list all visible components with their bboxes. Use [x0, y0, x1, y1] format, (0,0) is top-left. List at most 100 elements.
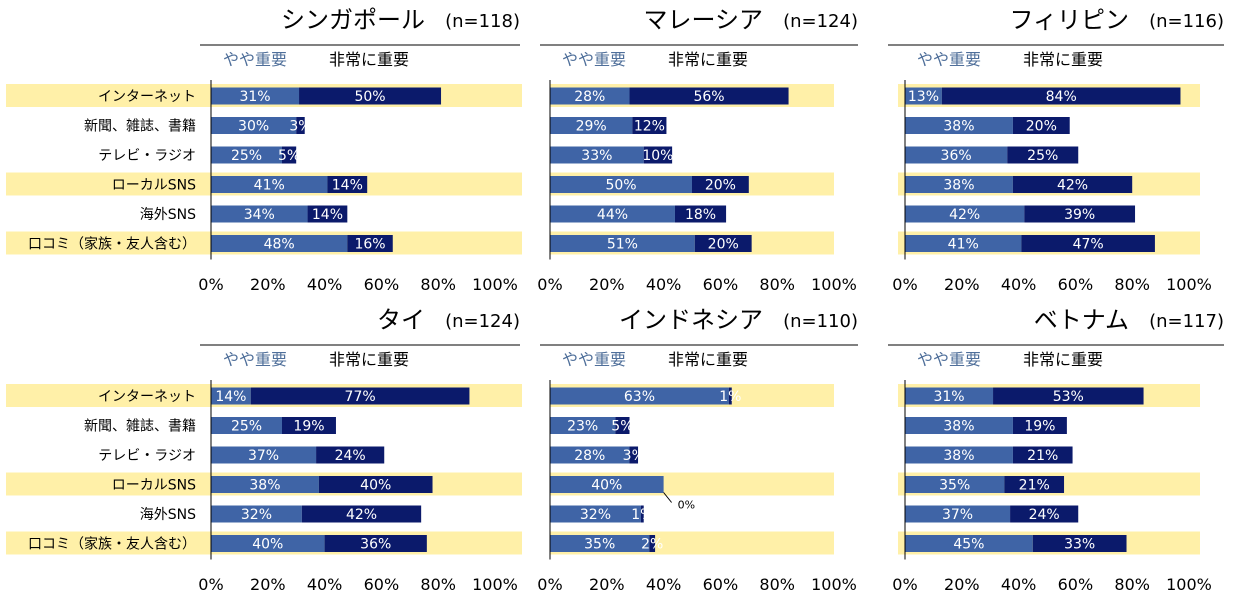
data-label-very: 24% [1029, 507, 1060, 523]
bar-very-important [692, 176, 749, 193]
data-label-very: 12% [634, 119, 665, 135]
data-label-very: 40% [360, 478, 391, 494]
bar-somewhat-important [211, 235, 348, 252]
category-label: 海外SNS [140, 207, 196, 223]
data-label-somewhat: 29% [576, 119, 607, 135]
data-label-somewhat: 31% [933, 389, 964, 405]
bar-very-important [694, 235, 752, 252]
bar-very-important [941, 87, 1181, 105]
panel-sample-size: (n=118) [445, 11, 520, 32]
data-label-very: 10% [642, 148, 673, 164]
data-label-very: 20% [1026, 119, 1057, 135]
x-tick-label: 40% [1001, 575, 1037, 594]
data-label-somewhat: 38% [943, 178, 974, 194]
bar-very-important [1007, 146, 1079, 164]
bar-very-important [1012, 117, 1070, 134]
bar-very-important [299, 87, 442, 105]
bar-very-important [1012, 446, 1073, 464]
bar-somewhat-important [550, 146, 644, 164]
x-tick-label: 80% [420, 575, 456, 594]
bar-somewhat-important [550, 117, 633, 134]
category-label: インターネット [98, 89, 196, 105]
data-label-very: 42% [346, 507, 377, 523]
panel-title: インドネシア [619, 306, 763, 334]
category-label: インターネット [98, 389, 196, 405]
data-label-very: 3% [289, 119, 311, 135]
bar-somewhat-important [905, 117, 1013, 134]
x-tick-label: 20% [250, 575, 286, 594]
data-label-very: 14% [332, 178, 363, 194]
x-tick-label: 0% [892, 275, 917, 294]
legend-somewhat-label: やや重要 [917, 350, 981, 369]
x-tick-label: 40% [307, 575, 343, 594]
data-label-somewhat: 42% [949, 207, 980, 223]
legend-somewhat-label: やや重要 [223, 50, 287, 69]
bar-somewhat-important [211, 176, 328, 193]
bar-very-important [282, 417, 336, 434]
x-tick-label: 80% [1114, 575, 1150, 594]
x-tick-label: 60% [364, 575, 400, 594]
bar-very-important [1012, 417, 1067, 434]
data-label-very: 42% [1057, 178, 1088, 194]
data-label-somewhat: 38% [943, 448, 974, 464]
x-tick-label: 60% [703, 575, 739, 594]
x-tick-label: 80% [420, 275, 456, 294]
bar-very-important [347, 235, 393, 252]
bar-very-important [316, 446, 385, 464]
data-label-very: 33% [1064, 537, 1095, 553]
data-label-somewhat: 41% [254, 178, 285, 194]
data-label-somewhat: 25% [231, 419, 262, 435]
bar-somewhat-important [550, 535, 650, 552]
data-label-somewhat: 28% [574, 448, 605, 464]
data-label-somewhat: 35% [939, 478, 970, 494]
data-label-very: 5% [278, 148, 300, 164]
data-label-very: 47% [1073, 237, 1104, 253]
data-label-somewhat: 36% [941, 148, 972, 164]
category-label: テレビ・ラジオ [98, 448, 196, 464]
bar-very-important [674, 205, 727, 223]
bar-very-important [250, 387, 470, 405]
x-tick-label: 80% [1114, 275, 1150, 294]
legend-very-label: 非常に重要 [329, 350, 409, 369]
data-label-somewhat: 38% [943, 119, 974, 135]
x-tick-label: 40% [307, 275, 343, 294]
bar-very-important [1010, 505, 1079, 523]
bar-somewhat-important [905, 446, 1013, 464]
data-label-somewhat: 25% [231, 148, 262, 164]
data-label-very: 21% [1027, 448, 1058, 464]
bar-very-important [327, 176, 368, 193]
x-tick-label: 80% [759, 275, 795, 294]
category-label: テレビ・ラジオ [98, 148, 196, 164]
data-label-somewhat: 14% [215, 389, 246, 405]
annotation-leader [663, 492, 672, 503]
bar-very-important [615, 417, 630, 434]
x-tick-label: 0% [892, 575, 917, 594]
bar-very-important [1032, 535, 1127, 552]
legend-very-label: 非常に重要 [668, 350, 748, 369]
panel-title: ベトナム [1034, 306, 1129, 334]
x-tick-label: 40% [646, 575, 682, 594]
x-tick-label: 20% [944, 275, 980, 294]
bar-somewhat-important [550, 87, 630, 105]
data-label-somewhat: 33% [581, 148, 612, 164]
data-label-somewhat: 35% [584, 537, 615, 553]
panel-title: シンガポール [281, 6, 425, 34]
x-tick-label: 100% [1166, 575, 1212, 594]
legend-very-label: 非常に重要 [329, 50, 409, 69]
bar-somewhat-important [905, 417, 1013, 434]
panel-sample-size: (n=116) [1149, 11, 1224, 32]
data-label-somewhat: 32% [241, 507, 272, 523]
legend-very-label: 非常に重要 [1023, 350, 1103, 369]
data-label-somewhat: 38% [943, 419, 974, 435]
category-label: 口コミ（家族・友人含む） [28, 236, 196, 253]
data-label-very: 19% [293, 419, 324, 435]
panel-sample-size: (n=110) [783, 311, 858, 332]
x-tick-label: 60% [1058, 275, 1094, 294]
data-label-very: 14% [312, 207, 343, 223]
bar-very-important [632, 117, 667, 134]
x-tick-label: 100% [472, 275, 518, 294]
panel-sample-size: (n=124) [445, 311, 520, 332]
bar-very-important [1004, 476, 1065, 493]
